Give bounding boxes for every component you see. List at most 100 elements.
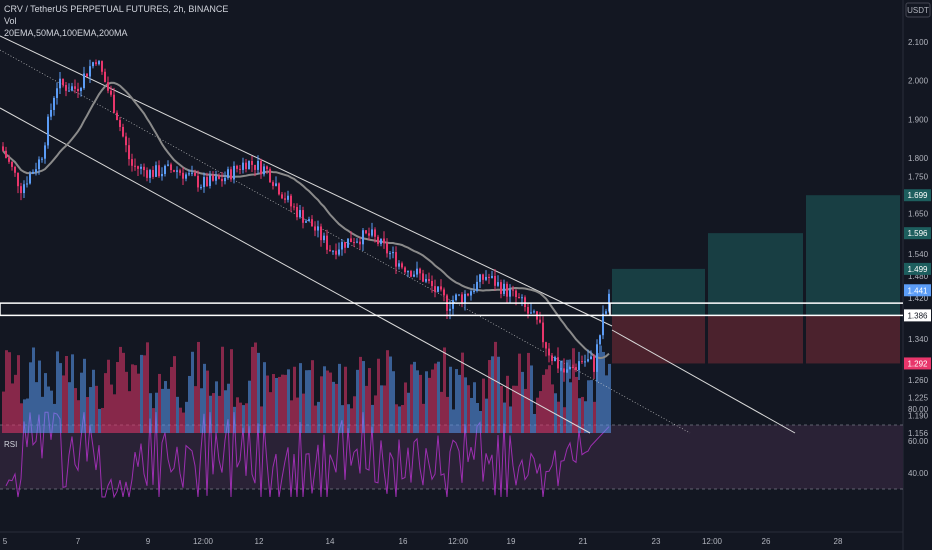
candle	[110, 90, 112, 95]
horizontal-levels[interactable]	[0, 302, 903, 317]
channel-upper	[0, 35, 613, 327]
candle	[404, 267, 406, 273]
candle	[161, 173, 163, 177]
candle	[545, 342, 547, 349]
time-tick: 7	[76, 537, 81, 546]
volume-bar	[50, 390, 53, 433]
volume-bar	[563, 407, 566, 433]
candle	[593, 356, 595, 372]
volume-bar	[335, 383, 338, 433]
volume-bar	[386, 350, 389, 433]
candle	[131, 159, 133, 166]
volume-bar	[44, 373, 47, 433]
time-axis[interactable]: 5 7 9 12:00 12 14 16 12:00 19 21 23 12:00 26 28	[3, 537, 843, 546]
candle	[98, 61, 100, 65]
candle	[209, 175, 211, 186]
candle	[101, 61, 103, 72]
volume-bar	[272, 374, 275, 433]
price-tick: 1.420	[908, 294, 929, 303]
volume-bar	[23, 399, 26, 433]
volume-bar	[212, 393, 215, 433]
candle	[80, 88, 82, 92]
price-tick: 1.800	[908, 154, 929, 163]
candle	[341, 242, 343, 250]
candle	[149, 170, 151, 178]
candle	[263, 166, 265, 175]
volume-bar	[227, 383, 230, 433]
volume-bar	[452, 409, 455, 433]
volume-bar	[65, 355, 68, 433]
volume-bar	[374, 395, 377, 433]
rsi-line	[5, 411, 610, 499]
volume-bar	[455, 369, 458, 433]
candle	[407, 271, 409, 273]
volume-bar	[416, 370, 419, 433]
volume-bar	[380, 385, 383, 433]
volume-bar	[230, 349, 233, 433]
candle	[77, 88, 79, 92]
candle	[329, 249, 331, 252]
volume-bar	[80, 372, 83, 433]
volume-bar	[323, 366, 326, 433]
volume-bar	[395, 404, 398, 433]
volume-bar	[137, 373, 140, 433]
volume-bar	[302, 393, 305, 433]
stop-zone-1	[612, 315, 705, 364]
candle	[443, 289, 445, 296]
candle	[212, 175, 214, 181]
stop-zone-2	[708, 315, 803, 364]
volume-bar	[347, 404, 350, 433]
volume-bar	[596, 353, 599, 433]
price-tick: 1.750	[908, 172, 929, 181]
volume-bar	[164, 381, 167, 433]
volume-bar	[467, 385, 470, 433]
candle	[521, 297, 523, 299]
candle	[485, 276, 487, 280]
volume-bar	[542, 374, 545, 433]
volume-bar	[584, 401, 587, 433]
price-label-target: 1.596	[904, 227, 931, 240]
candle	[137, 166, 139, 169]
price-tick: 2.000	[908, 77, 929, 86]
volume-bar	[32, 347, 35, 433]
volume-bar	[398, 406, 401, 433]
candle	[8, 157, 10, 162]
volume-bar	[173, 356, 176, 433]
candle	[362, 230, 364, 245]
candle	[533, 311, 535, 313]
volume-bar	[368, 368, 371, 433]
volume-bar	[548, 365, 551, 433]
volume-bar	[410, 364, 413, 433]
candle	[359, 241, 361, 245]
price-tick: 1.156	[908, 429, 929, 438]
volume-bar	[521, 371, 524, 433]
candle	[50, 109, 52, 117]
volume-bar	[605, 375, 608, 433]
rsi-tick: 60.00	[908, 437, 929, 446]
volume-bar	[446, 396, 449, 433]
volume-bar	[17, 355, 20, 433]
candle	[248, 161, 250, 170]
price-label-badge	[904, 227, 931, 240]
candle	[269, 169, 271, 183]
candle	[323, 235, 325, 241]
volume-bar	[47, 386, 50, 433]
volume-bar	[215, 381, 218, 433]
time-tick: 5	[3, 537, 8, 546]
candle	[74, 86, 76, 89]
volume-bar	[317, 401, 320, 433]
candle	[170, 164, 172, 171]
volume-histogram	[2, 341, 611, 433]
volume-bar	[500, 385, 503, 433]
price-axis[interactable]: 2.100 2.000 1.900 1.800 1.750 1.650 1.540 1.480…	[904, 38, 931, 438]
candle	[416, 268, 418, 275]
volume-legend: Vol	[4, 16, 17, 26]
candle	[356, 241, 358, 243]
volume-bar	[569, 382, 572, 433]
price-label-badge	[904, 189, 931, 202]
candle	[353, 242, 355, 244]
candle	[143, 166, 145, 171]
candle	[272, 182, 274, 186]
candle	[566, 369, 568, 373]
